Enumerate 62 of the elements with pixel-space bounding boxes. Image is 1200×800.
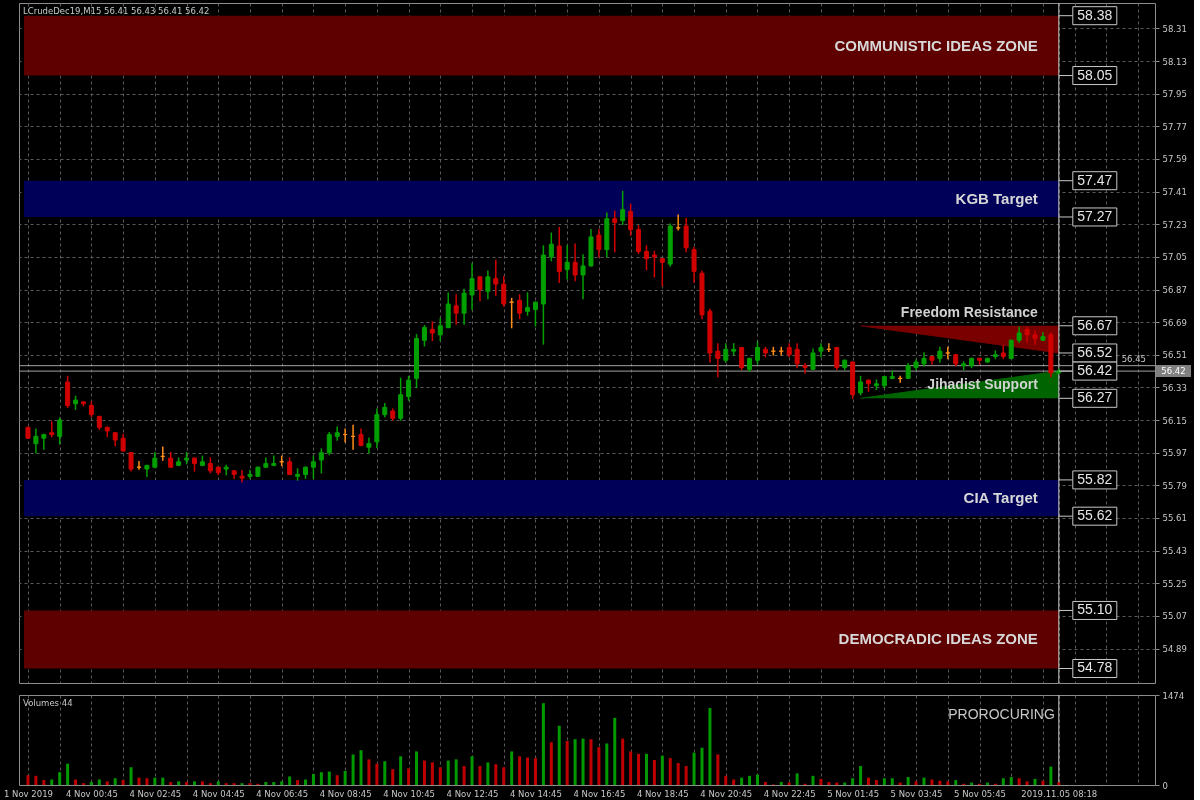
series-label: Freedom Resistance [900, 303, 1039, 320]
annotation: 57.27 [1077, 207, 1113, 224]
y-tick-label: 55.25 [1162, 578, 1187, 589]
annotation: 56.67 [1077, 316, 1113, 333]
y-tick-label: 56.33 [1162, 382, 1187, 393]
y-tick-label: 55.07 [1162, 611, 1187, 622]
y-tick-label: 55.79 [1162, 480, 1187, 491]
y-tick-label: 56.87 [1162, 285, 1187, 296]
y-tick-label: 57.41 [1162, 187, 1187, 198]
y-tick-label: 56.15 [1162, 415, 1187, 426]
y-tick-label: 56.51 [1162, 350, 1187, 361]
x-tick-label: 2019.11.05 08:18 [1021, 788, 1098, 799]
annotation: 57.47 [1077, 171, 1113, 188]
y-tick-label: 54.89 [1162, 644, 1187, 655]
y-tick-label: 58.31 [1162, 23, 1187, 34]
annotation: 54.78 [1077, 659, 1113, 676]
x-tick-label: 4 Nov 16:45 [573, 788, 626, 799]
x-tick-label: 4 Nov 14:45 [510, 788, 562, 799]
annotation: 56.27 [1077, 389, 1113, 406]
y-tick-label: 56.69 [1162, 317, 1187, 328]
chart-title: LCrudeDec19,M15 56.41 56.43 56.41 56.42 [23, 6, 210, 16]
x-tick-label: 1 Nov 2019 [3, 788, 53, 799]
y-tick-label: 57.05 [1162, 252, 1187, 263]
y-tick-label: 57.95 [1162, 89, 1187, 100]
annotation: 56.42 [1077, 362, 1113, 379]
annotation: 55.10 [1077, 601, 1113, 618]
x-tick-label: 4 Nov 08:45 [319, 788, 372, 799]
x-tick-label: 4 Nov 20:45 [700, 788, 753, 799]
x-tick-label: 4 Nov 00:45 [65, 788, 118, 799]
band-label: DEMOCRADIC IDEAS ZONE [838, 630, 1038, 648]
annotation: 56.52 [1077, 343, 1113, 360]
y-tick-label: 58.13 [1162, 56, 1187, 67]
series-label: Jihadist Support [927, 375, 1039, 392]
y-tick-label: 57.23 [1162, 219, 1187, 230]
annotation: PROROCURING [948, 706, 1055, 722]
y-tick-label: 55.97 [1162, 448, 1187, 459]
x-tick-label: 4 Nov 10:45 [383, 788, 436, 799]
annotation: 55.82 [1077, 470, 1113, 487]
x-tick-label: 4 Nov 06:45 [256, 788, 309, 799]
x-tick-label: 5 Nov 03:45 [890, 788, 943, 799]
annotation: 58.38 [1077, 6, 1113, 23]
band-label: CIA Target [963, 489, 1038, 507]
chart-title: Volumes 44 [23, 698, 73, 708]
y-tick-label: 1474 [1162, 690, 1185, 701]
ref-line-label: 56.45 [1121, 353, 1146, 364]
x-tick-label: 4 Nov 18:45 [636, 788, 689, 799]
x-tick-label: 4 Nov 02:45 [129, 788, 182, 799]
y-tick-label: 55.61 [1162, 513, 1187, 524]
y-tick-label: 55.43 [1162, 546, 1187, 557]
annotation: 58.05 [1077, 66, 1113, 83]
band-label: KGB Target [955, 189, 1038, 207]
annotation: 55.62 [1077, 507, 1113, 524]
x-tick-label: 5 Nov 01:45 [827, 788, 880, 799]
x-tick-label: 5 Nov 05:45 [954, 788, 1006, 799]
x-tick-label: 4 Nov 12:45 [446, 788, 499, 799]
ref-line-label: 56.42 [1161, 366, 1186, 377]
y-tick-label: 57.59 [1162, 154, 1187, 165]
x-tick-label: 4 Nov 04:45 [192, 788, 245, 799]
band-label: COMMUNISTIC IDEAS ZONE [834, 36, 1038, 54]
y-tick-label: 0 [1162, 780, 1168, 791]
x-tick-label: 4 Nov 22:45 [763, 788, 816, 799]
y-tick-label: 57.77 [1162, 121, 1187, 132]
